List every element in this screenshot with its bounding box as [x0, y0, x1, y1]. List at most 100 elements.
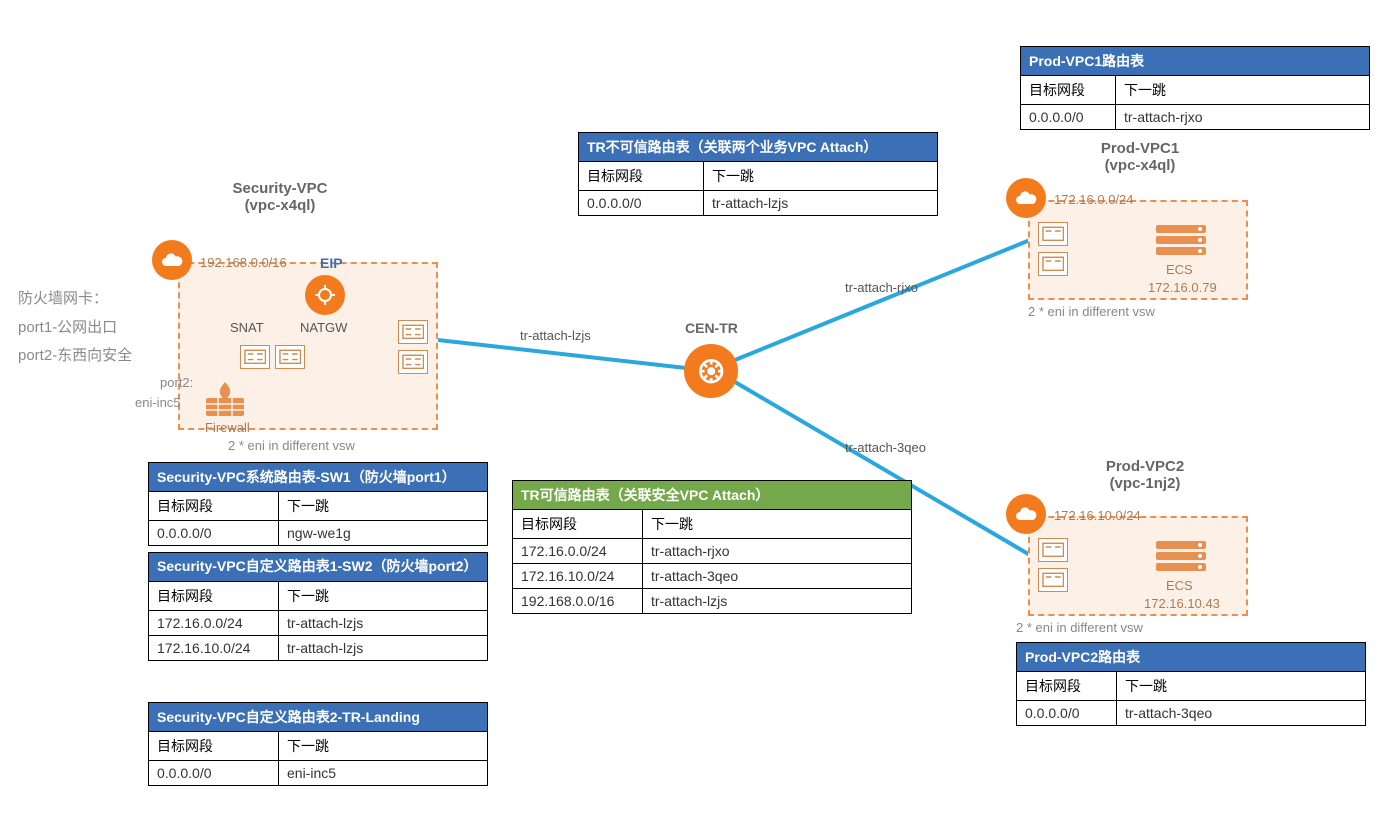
firewall-label: Firewall — [205, 420, 250, 435]
cell-dest: 0.0.0.0/0 — [1021, 105, 1116, 130]
col-header: 下一跳 — [1116, 76, 1370, 105]
prod-vpc2-title: Prod-VPC2 (vpc-1nj2) — [1055, 458, 1235, 492]
snat-label: SNAT — [230, 320, 264, 335]
note-line1: 防火墙网卡： — [18, 285, 132, 314]
cell-nexthop: eni-inc5 — [279, 761, 488, 786]
vswitch-icon — [1038, 222, 1068, 246]
prod-vpc2-route-table: Prod-VPC2路由表目标网段下一跳0.0.0.0/0tr-attach-3q… — [1016, 642, 1366, 726]
prod-vpc2-ecs-ip: 172.16.10.43 — [1144, 596, 1220, 611]
cen-tr-icon — [684, 344, 738, 398]
attach-rjxo-label: tr-attach-rjxo — [845, 280, 918, 295]
cell-dest: 172.16.0.0/24 — [149, 610, 279, 635]
vswitch-icon — [240, 345, 270, 369]
col-header: 下一跳 — [1117, 672, 1366, 701]
col-header: 下一跳 — [279, 492, 488, 521]
cell-dest: 192.168.0.0/16 — [513, 589, 643, 614]
table-title: Prod-VPC1路由表 — [1021, 47, 1370, 76]
col-header: 目标网段 — [1017, 672, 1117, 701]
eip-label: EIP — [320, 255, 343, 271]
cell-nexthop: tr-attach-rjxo — [1116, 105, 1370, 130]
col-header: 下一跳 — [279, 732, 488, 761]
note-line3: port2-东西向安全 — [18, 342, 132, 371]
cell-dest: 0.0.0.0/0 — [149, 521, 279, 546]
tr-trusted-route-table: TR可信路由表（关联安全VPC Attach）目标网段下一跳172.16.0.0… — [512, 480, 912, 614]
col-header: 目标网段 — [149, 732, 279, 761]
table-row: 0.0.0.0/0ngw-we1g — [149, 521, 488, 546]
vswitch-icon — [275, 345, 305, 369]
vswitch-icon — [1038, 538, 1068, 562]
cell-dest: 0.0.0.0/0 — [149, 761, 279, 786]
col-header: 下一跳 — [643, 510, 912, 539]
security-sw2-route-table: Security-VPC自定义路由表1-SW2（防火墙port2）目标网段下一跳… — [148, 552, 488, 661]
cell-dest: 172.16.0.0/24 — [513, 539, 643, 564]
cell-nexthop: tr-attach-lzjs — [704, 191, 938, 216]
attach-3qeo-label: tr-attach-3qeo — [845, 440, 926, 455]
natgw-label: NATGW — [300, 320, 347, 335]
cloud-icon — [152, 240, 192, 280]
prod-vpc1-ecs-label: ECS — [1166, 262, 1193, 277]
vswitch-icon — [1038, 568, 1068, 592]
firewall-icon — [200, 380, 250, 423]
table-row: 172.16.0.0/24tr-attach-lzjs — [149, 610, 488, 635]
prod-vpc1-title: Prod-VPC1 (vpc-x4ql) — [1050, 140, 1230, 174]
col-header: 下一跳 — [279, 581, 488, 610]
prod-vpc2-footnote: 2 * eni in different vsw — [1016, 620, 1143, 635]
cell-nexthop: tr-attach-lzjs — [279, 610, 488, 635]
prod-vpc1-cidr: 172.16.0.0/24 — [1054, 192, 1134, 207]
ecs-icon — [1154, 218, 1208, 262]
table-title: Prod-VPC2路由表 — [1017, 643, 1366, 672]
tr-untrusted-route-table: TR不可信路由表（关联两个业务VPC Attach）目标网段下一跳0.0.0.0… — [578, 132, 938, 216]
col-header: 目标网段 — [149, 581, 279, 610]
col-header: 目标网段 — [1021, 76, 1116, 105]
table-row: 192.168.0.0/16tr-attach-lzjs — [513, 589, 912, 614]
cell-nexthop: ngw-we1g — [279, 521, 488, 546]
cloud-icon — [1006, 494, 1046, 534]
cell-nexthop: tr-attach-lzjs — [643, 589, 912, 614]
cell-nexthop: tr-attach-lzjs — [279, 635, 488, 660]
table-title: Security-VPC系统路由表-SW1（防火墙port1） — [149, 463, 488, 492]
cell-nexthop: tr-attach-3qeo — [643, 564, 912, 589]
prod-vpc1-route-table: Prod-VPC1路由表目标网段下一跳0.0.0.0/0tr-attach-rj… — [1020, 46, 1370, 130]
table-row: 172.16.10.0/24tr-attach-lzjs — [149, 635, 488, 660]
security-tr-landing-route-table: Security-VPC自定义路由表2-TR-Landing目标网段下一跳0.0… — [148, 702, 488, 786]
table-row: 0.0.0.0/0eni-inc5 — [149, 761, 488, 786]
cell-nexthop: tr-attach-rjxo — [643, 539, 912, 564]
table-title: Security-VPC自定义路由表1-SW2（防火墙port2） — [149, 553, 488, 582]
table-title: Security-VPC自定义路由表2-TR-Landing — [149, 703, 488, 732]
security-vpc-footnote: 2 * eni in different vsw — [228, 438, 355, 453]
natgw-icon — [305, 275, 345, 315]
cloud-icon — [1006, 178, 1046, 218]
col-header: 下一跳 — [704, 162, 938, 191]
ecs-icon — [1154, 534, 1208, 578]
table-title: TR可信路由表（关联安全VPC Attach） — [513, 481, 912, 510]
table-title: TR不可信路由表（关联两个业务VPC Attach） — [579, 133, 938, 162]
cell-nexthop: tr-attach-3qeo — [1117, 701, 1366, 726]
prod-vpc2-ecs-label: ECS — [1166, 578, 1193, 593]
port2-eni: eni-inc5 — [135, 395, 181, 410]
col-header: 目标网段 — [579, 162, 704, 191]
prod-vpc1-footnote: 2 * eni in different vsw — [1028, 304, 1155, 319]
vswitch-icon — [398, 350, 428, 374]
table-row: 172.16.0.0/24tr-attach-rjxo — [513, 539, 912, 564]
port2-label: port2: — [160, 375, 193, 390]
security-vpc-cidr: 192.168.0.0/16 — [200, 255, 287, 270]
col-header: 目标网段 — [513, 510, 643, 539]
cell-dest: 172.16.10.0/24 — [149, 635, 279, 660]
firewall-port-note: 防火墙网卡： port1-公网出口 port2-东西向安全 — [18, 285, 132, 371]
note-line2: port1-公网出口 — [18, 314, 132, 343]
prod-vpc1-ecs-ip: 172.16.0.79 — [1148, 280, 1217, 295]
cen-tr-label: CEN-TR — [685, 320, 738, 336]
table-row: 0.0.0.0/0tr-attach-3qeo — [1017, 701, 1366, 726]
attach-lzjs-label: tr-attach-lzjs — [520, 328, 591, 343]
cell-dest: 0.0.0.0/0 — [579, 191, 704, 216]
table-row: 0.0.0.0/0tr-attach-lzjs — [579, 191, 938, 216]
cell-dest: 172.16.10.0/24 — [513, 564, 643, 589]
security-sw1-route-table: Security-VPC系统路由表-SW1（防火墙port1）目标网段下一跳0.… — [148, 462, 488, 546]
table-row: 172.16.10.0/24tr-attach-3qeo — [513, 564, 912, 589]
cell-dest: 0.0.0.0/0 — [1017, 701, 1117, 726]
table-row: 0.0.0.0/0tr-attach-rjxo — [1021, 105, 1370, 130]
security-vpc-title: Security-VPC (vpc-x4ql) — [180, 180, 380, 214]
prod-vpc2-cidr: 172.16.10.0/24 — [1054, 508, 1141, 523]
vswitch-icon — [398, 320, 428, 344]
vswitch-icon — [1038, 252, 1068, 276]
